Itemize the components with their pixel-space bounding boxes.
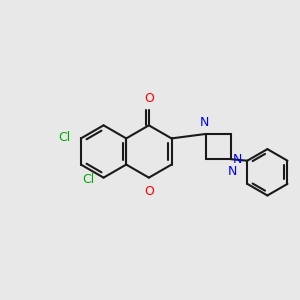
Text: N: N (200, 116, 209, 129)
Text: Cl: Cl (82, 172, 95, 186)
Text: N: N (232, 153, 242, 166)
Text: Cl: Cl (58, 131, 70, 144)
Text: O: O (144, 185, 154, 198)
Text: N: N (228, 165, 237, 178)
Text: O: O (144, 92, 154, 104)
